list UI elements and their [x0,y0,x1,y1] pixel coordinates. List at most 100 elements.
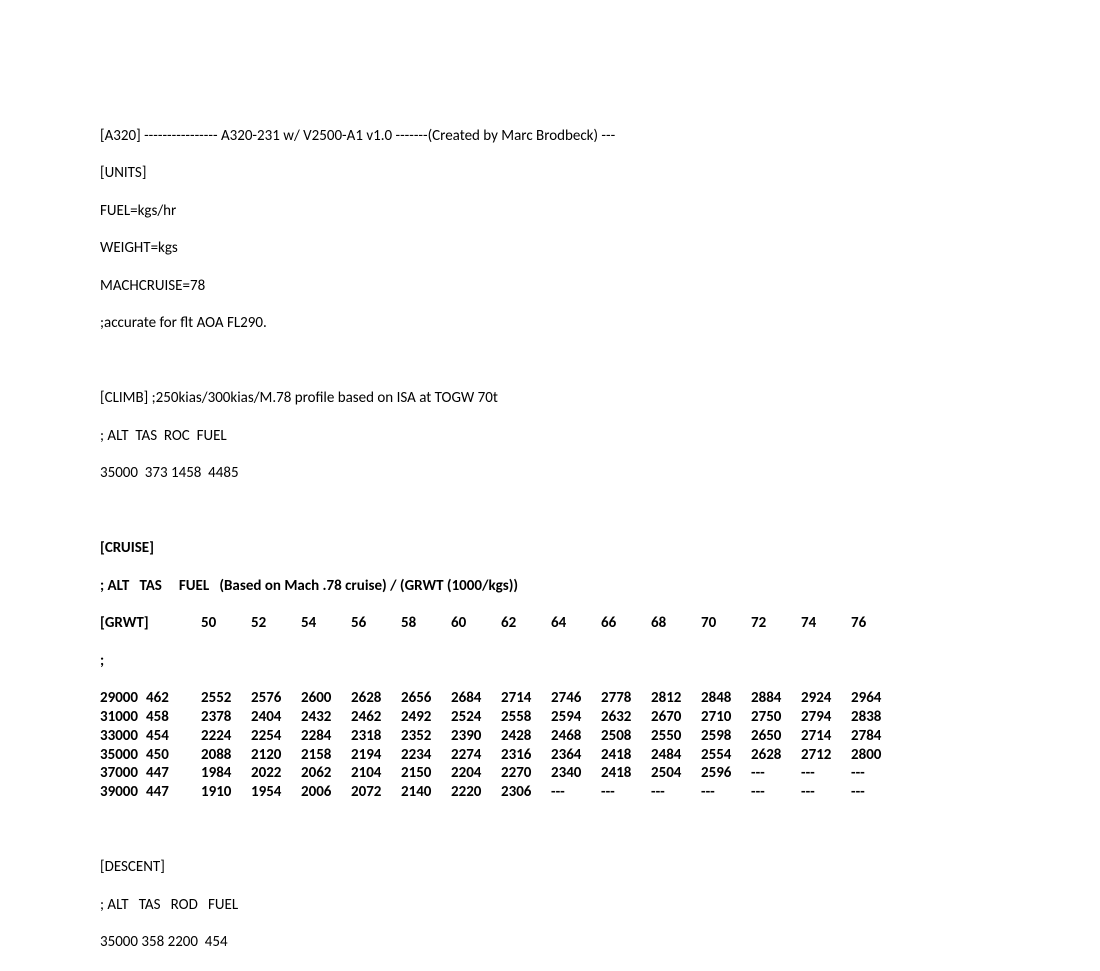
cruise-fuel-cell: 2598 [701,727,751,746]
cruise-fuel-cell: 2318 [351,727,401,746]
cruise-fuel-cell: 2284 [301,727,351,746]
cruise-fuel-cell: 2504 [651,764,701,783]
descent-data-row: 35000 358 2200 454 [100,933,1100,952]
cruise-fuel-cell: 2204 [451,764,501,783]
cruise-fuel-cell: 2550 [651,727,701,746]
cruise-row-33000: 3300045422242254228423182352239024282468… [100,727,1100,746]
cruise-fuel-cell: 2104 [351,764,401,783]
cruise-fuel-cell: --- [801,783,851,802]
cruise-alt: 35000 [100,746,146,765]
cruise-fuel-cell: 2120 [251,746,301,765]
cruise-row-37000: 3700044719842022206221042150220422702340… [100,764,1100,783]
grwt-col-52: 52 [251,614,301,633]
cruise-fuel-cell: 2778 [601,689,651,708]
cruise-fuel-cell: 2838 [851,708,901,727]
cruise-fuel-cell: 2492 [401,708,451,727]
cruise-fuel-cell: 2306 [501,783,551,802]
cruise-fuel-cell: 2072 [351,783,401,802]
grwt-col-70: 70 [701,614,751,633]
cruise-fuel-cell: 2432 [301,708,351,727]
grwt-col-76: 76 [851,614,901,633]
cruise-fuel-cell: 2390 [451,727,501,746]
cruise-alt: 29000 [100,689,146,708]
grwt-col-60: 60 [451,614,501,633]
cruise-tas: 462 [146,689,201,708]
cruise-fuel-cell: 1910 [201,783,251,802]
cruise-fuel-cell: 2964 [851,689,901,708]
cruise-fuel-cell: 2710 [701,708,751,727]
cruise-fuel-cell: 2508 [601,727,651,746]
cruise-fuel-cell: 2714 [501,689,551,708]
cruise-fuel-cell: 2418 [601,764,651,783]
cruise-fuel-cell: 2254 [251,727,301,746]
descent-tag: [DESCENT] [100,858,1100,877]
cruise-fuel-cell: 2750 [751,708,801,727]
cruise-fuel-cell: 2784 [851,727,901,746]
semicolon-row: ; [100,652,1100,671]
climb-data-row: 35000 373 1458 4485 [100,464,1100,483]
units-tag: [UNITS] [100,164,1100,183]
cruise-fuel-cell: 2158 [301,746,351,765]
cruise-fuel-cell: 2484 [651,746,701,765]
cruise-tas: 447 [146,764,201,783]
cruise-fuel-cell: 2576 [251,689,301,708]
blank-line-1 [100,352,1100,371]
cruise-fuel-cell: 2628 [751,746,801,765]
cruise-alt: 33000 [100,727,146,746]
cruise-fuel-cell: 2364 [551,746,601,765]
cruise-fuel-cell: 2670 [651,708,701,727]
cruise-fuel-cell: 2684 [451,689,501,708]
cruise-fuel-cell: --- [601,783,651,802]
climb-columns-line: ; ALT TAS ROC FUEL [100,427,1100,446]
grwt-col-50: 50 [201,614,251,633]
cruise-fuel-cell: 2150 [401,764,451,783]
blank-line-3 [100,821,1100,840]
document-body: [A320] ---------------- A320-231 w/ V250… [0,0,1100,971]
cruise-fuel-cell: 1954 [251,783,301,802]
cruise-fuel-cell: 2594 [551,708,601,727]
cruise-tas: 458 [146,708,201,727]
cruise-fuel-cell: 2378 [201,708,251,727]
cruise-fuel-cell: 2140 [401,783,451,802]
grwt-col-74: 74 [801,614,851,633]
accurate-line: ;accurate for flt AOA FL290. [100,314,1100,333]
cruise-row-39000: 390004471910195420062072214022202306----… [100,783,1100,802]
cruise-alt: 31000 [100,708,146,727]
cruise-fuel-cell: 2628 [351,689,401,708]
grwt-col-68: 68 [651,614,701,633]
cruise-tas: 454 [146,727,201,746]
mach-line: MACHCRUISE=78 [100,277,1100,296]
cruise-fuel-cell: 2462 [351,708,401,727]
grwt-col-62: 62 [501,614,551,633]
cruise-fuel-cell: 2596 [701,764,751,783]
grwt-label: [GRWT] [100,614,201,633]
cruise-fuel-cell: 2794 [801,708,851,727]
weight-units-line: WEIGHT=kgs [100,239,1100,258]
cruise-fuel-cell: 2224 [201,727,251,746]
cruise-columns-line: ; ALT TAS FUEL (Based on Mach .78 cruise… [100,577,1100,596]
cruise-fuel-cell: 2418 [601,746,651,765]
grwt-col-56: 56 [351,614,401,633]
grwt-col-64: 64 [551,614,601,633]
cruise-row-29000: 2900046225522576260026282656268427142746… [100,689,1100,708]
cruise-fuel-cell: 2650 [751,727,801,746]
cruise-tag: [CRUISE] [100,539,1100,558]
cruise-fuel-cell: 2924 [801,689,851,708]
cruise-fuel-cell: --- [651,783,701,802]
descent-columns-line: ; ALT TAS ROD FUEL [100,896,1100,915]
cruise-fuel-cell: 2352 [401,727,451,746]
cruise-alt: 37000 [100,764,146,783]
cruise-fuel-cell: 2714 [801,727,851,746]
cruise-fuel-cell: 2194 [351,746,401,765]
cruise-fuel-cell: --- [751,764,801,783]
cruise-tas: 447 [146,783,201,802]
cruise-fuel-cell: 2884 [751,689,801,708]
cruise-fuel-cell: --- [701,783,751,802]
cruise-fuel-cell: 2340 [551,764,601,783]
cruise-fuel-cell: 2022 [251,764,301,783]
cruise-fuel-cell: 2600 [301,689,351,708]
grwt-col-58: 58 [401,614,451,633]
cruise-fuel-cell: 1984 [201,764,251,783]
cruise-fuel-cell: 2234 [401,746,451,765]
cruise-row-31000: 3100045823782404243224622492252425582594… [100,708,1100,727]
